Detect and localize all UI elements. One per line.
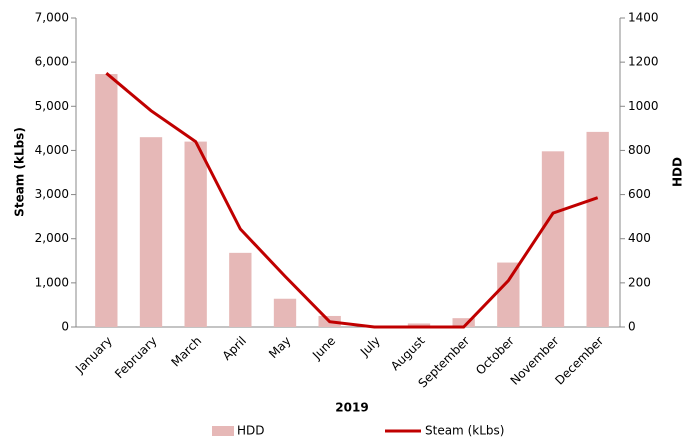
legend-label: Steam (kLbs) xyxy=(425,424,504,438)
x-tick-label: June xyxy=(309,334,338,363)
y2-tick-label: 400 xyxy=(628,231,651,245)
y-tick-label: 1,000 xyxy=(35,275,69,289)
x-tick-label: January xyxy=(72,334,115,377)
x-tick-label: February xyxy=(112,334,160,382)
x-tick-label: July xyxy=(357,334,383,360)
x-tick-label: May xyxy=(266,334,293,361)
x-tick-label: October xyxy=(473,334,517,378)
y2-tick-label: 1200 xyxy=(628,55,659,69)
y-tick-label: 4,000 xyxy=(35,143,69,157)
bar xyxy=(273,298,297,327)
y2-tick-label: 0 xyxy=(628,320,636,334)
y-tick-label: 0 xyxy=(61,320,69,334)
legend-swatch xyxy=(212,426,234,436)
y-tick-label: 7,000 xyxy=(35,11,69,25)
x-tick-label: March xyxy=(168,334,204,370)
y2-tick-label: 800 xyxy=(628,143,651,157)
bar xyxy=(541,151,565,327)
y2-tick-label: 600 xyxy=(628,187,651,201)
x-tick-label: April xyxy=(220,334,249,363)
bar xyxy=(407,323,431,327)
x-tick-label: August xyxy=(388,333,428,373)
y-tick-label: 3,000 xyxy=(35,187,69,201)
y2-axis-label: HDD xyxy=(671,157,685,187)
y2-tick-label: 1000 xyxy=(628,99,659,113)
bar xyxy=(452,318,475,327)
bar xyxy=(95,74,118,327)
bar xyxy=(139,137,163,327)
y-tick-label: 2,000 xyxy=(35,231,69,245)
x-axis-label: 2019 xyxy=(335,401,368,415)
bar xyxy=(586,131,609,327)
bar xyxy=(184,141,207,327)
y-tick-label: 5,000 xyxy=(35,99,69,113)
y-axis-label: Steam (kLbs) xyxy=(13,127,27,217)
y2-tick-label: 200 xyxy=(628,275,651,289)
bar xyxy=(229,252,252,327)
x-tick-label: December xyxy=(552,334,606,388)
line xyxy=(105,72,599,329)
y2-tick-label: 1400 xyxy=(628,11,659,25)
legend-label: HDD xyxy=(237,424,265,438)
bar xyxy=(497,262,520,327)
y-tick-label: 6,000 xyxy=(35,55,69,69)
